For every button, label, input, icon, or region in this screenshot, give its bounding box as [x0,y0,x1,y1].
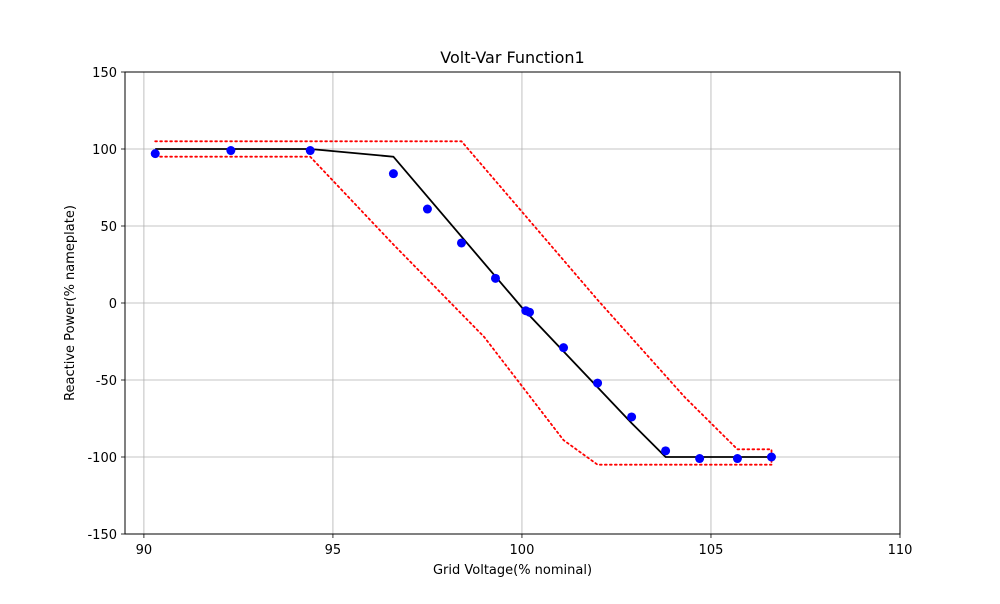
y-tick-label: 50 [100,220,117,235]
data-point [388,169,398,179]
y-tick-label: 100 [92,143,117,158]
x-axis-label: Grid Voltage(% nominal) [433,563,592,578]
data-point [695,454,705,464]
data-point [732,454,742,464]
data-point [627,412,637,422]
data-point [456,238,466,248]
plot-series [150,140,776,466]
data-point [226,146,236,156]
data-point [422,204,432,214]
y-tick-label: -100 [87,451,117,466]
data-point [305,146,315,156]
data-point [150,149,160,159]
y-axis-label: Reactive Power(% nameplate) [63,205,78,401]
y-tick-label: 150 [92,66,117,81]
x-tick-label: 100 [510,543,535,558]
data-point [661,446,671,456]
y-tick-label: 0 [109,297,117,312]
lower-tolerance-curve-line [154,155,773,466]
data-point [593,378,603,388]
x-tick-label: 105 [699,543,724,558]
axis-ticks: 90 95 100 105 110 -150 -100 -50 0 50 100 150 [87,66,912,558]
x-tick-label: 90 [136,543,153,558]
data-point [766,452,776,462]
x-tick-label: 95 [325,543,342,558]
x-tick-label: 110 [888,543,913,558]
upper-tolerance-curve-line [154,140,773,466]
chart-title: Volt-Var Function1 [440,48,584,67]
data-point [490,273,500,283]
data-point [559,343,569,353]
data-point [525,307,535,317]
y-tick-label: -50 [96,374,117,389]
y-tick-label: -150 [87,528,117,543]
